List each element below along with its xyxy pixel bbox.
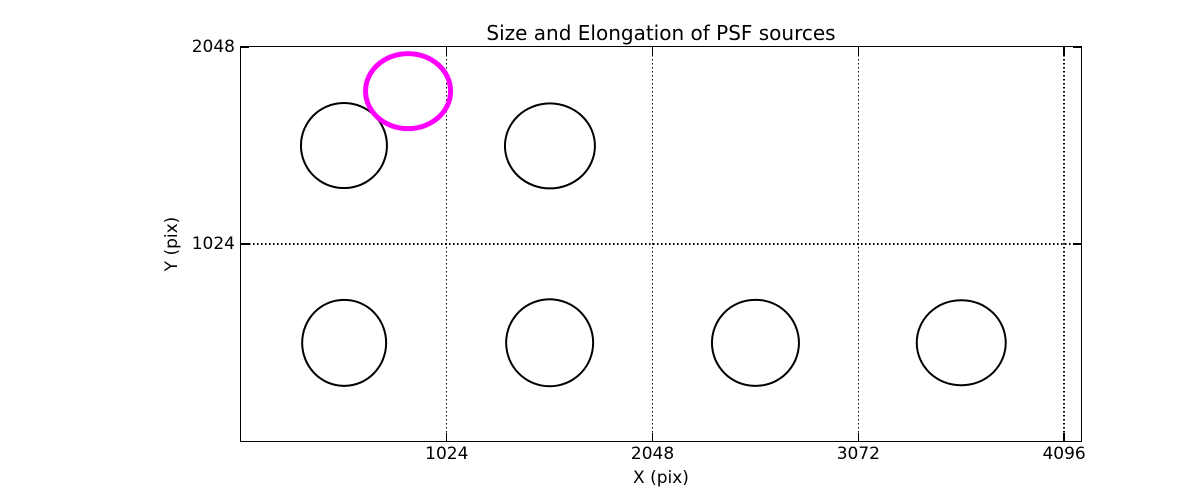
x-tick-top: [857, 47, 860, 55]
x-tick-label: 2048: [630, 444, 675, 464]
x-tick-top: [1063, 47, 1065, 55]
y-axis-label: Y (pix): [161, 216, 182, 272]
x-tick-top: [446, 47, 448, 55]
x-tick-top: [651, 47, 654, 55]
psf-sources-ellipse: [915, 298, 1007, 387]
psf-sources-ellipse: [503, 101, 596, 190]
psf-sources-ellipse: [299, 101, 388, 190]
y-tick-left: [241, 243, 249, 245]
y-tick-label: 1024: [191, 233, 235, 254]
y-tick-right: [1073, 46, 1081, 48]
x-tick-bottom: [446, 433, 448, 441]
x-tick-bottom: [857, 433, 860, 441]
x-tick-label: 3072: [836, 444, 880, 464]
x-tick-bottom: [1063, 433, 1065, 441]
plot-area-border: [240, 46, 1082, 442]
x-tick-bottom: [651, 433, 654, 441]
psf-sources-ellipse: [504, 297, 595, 388]
x-tick-label: 1024: [425, 444, 469, 464]
y-tick-right: [1073, 243, 1081, 245]
chart-title: Size and Elongation of PSF sources: [486, 21, 836, 45]
flagged-source-ellipse: [363, 51, 453, 132]
gridline-y-1024: [241, 243, 1081, 245]
psf-sources-ellipse: [301, 298, 387, 387]
x-tick-label: 4096: [1042, 444, 1086, 464]
x-axis-label: X (pix): [633, 468, 689, 488]
y-tick-label: 2048: [191, 36, 235, 57]
psf-sources-ellipse: [711, 298, 800, 387]
y-tick-left: [241, 46, 249, 48]
